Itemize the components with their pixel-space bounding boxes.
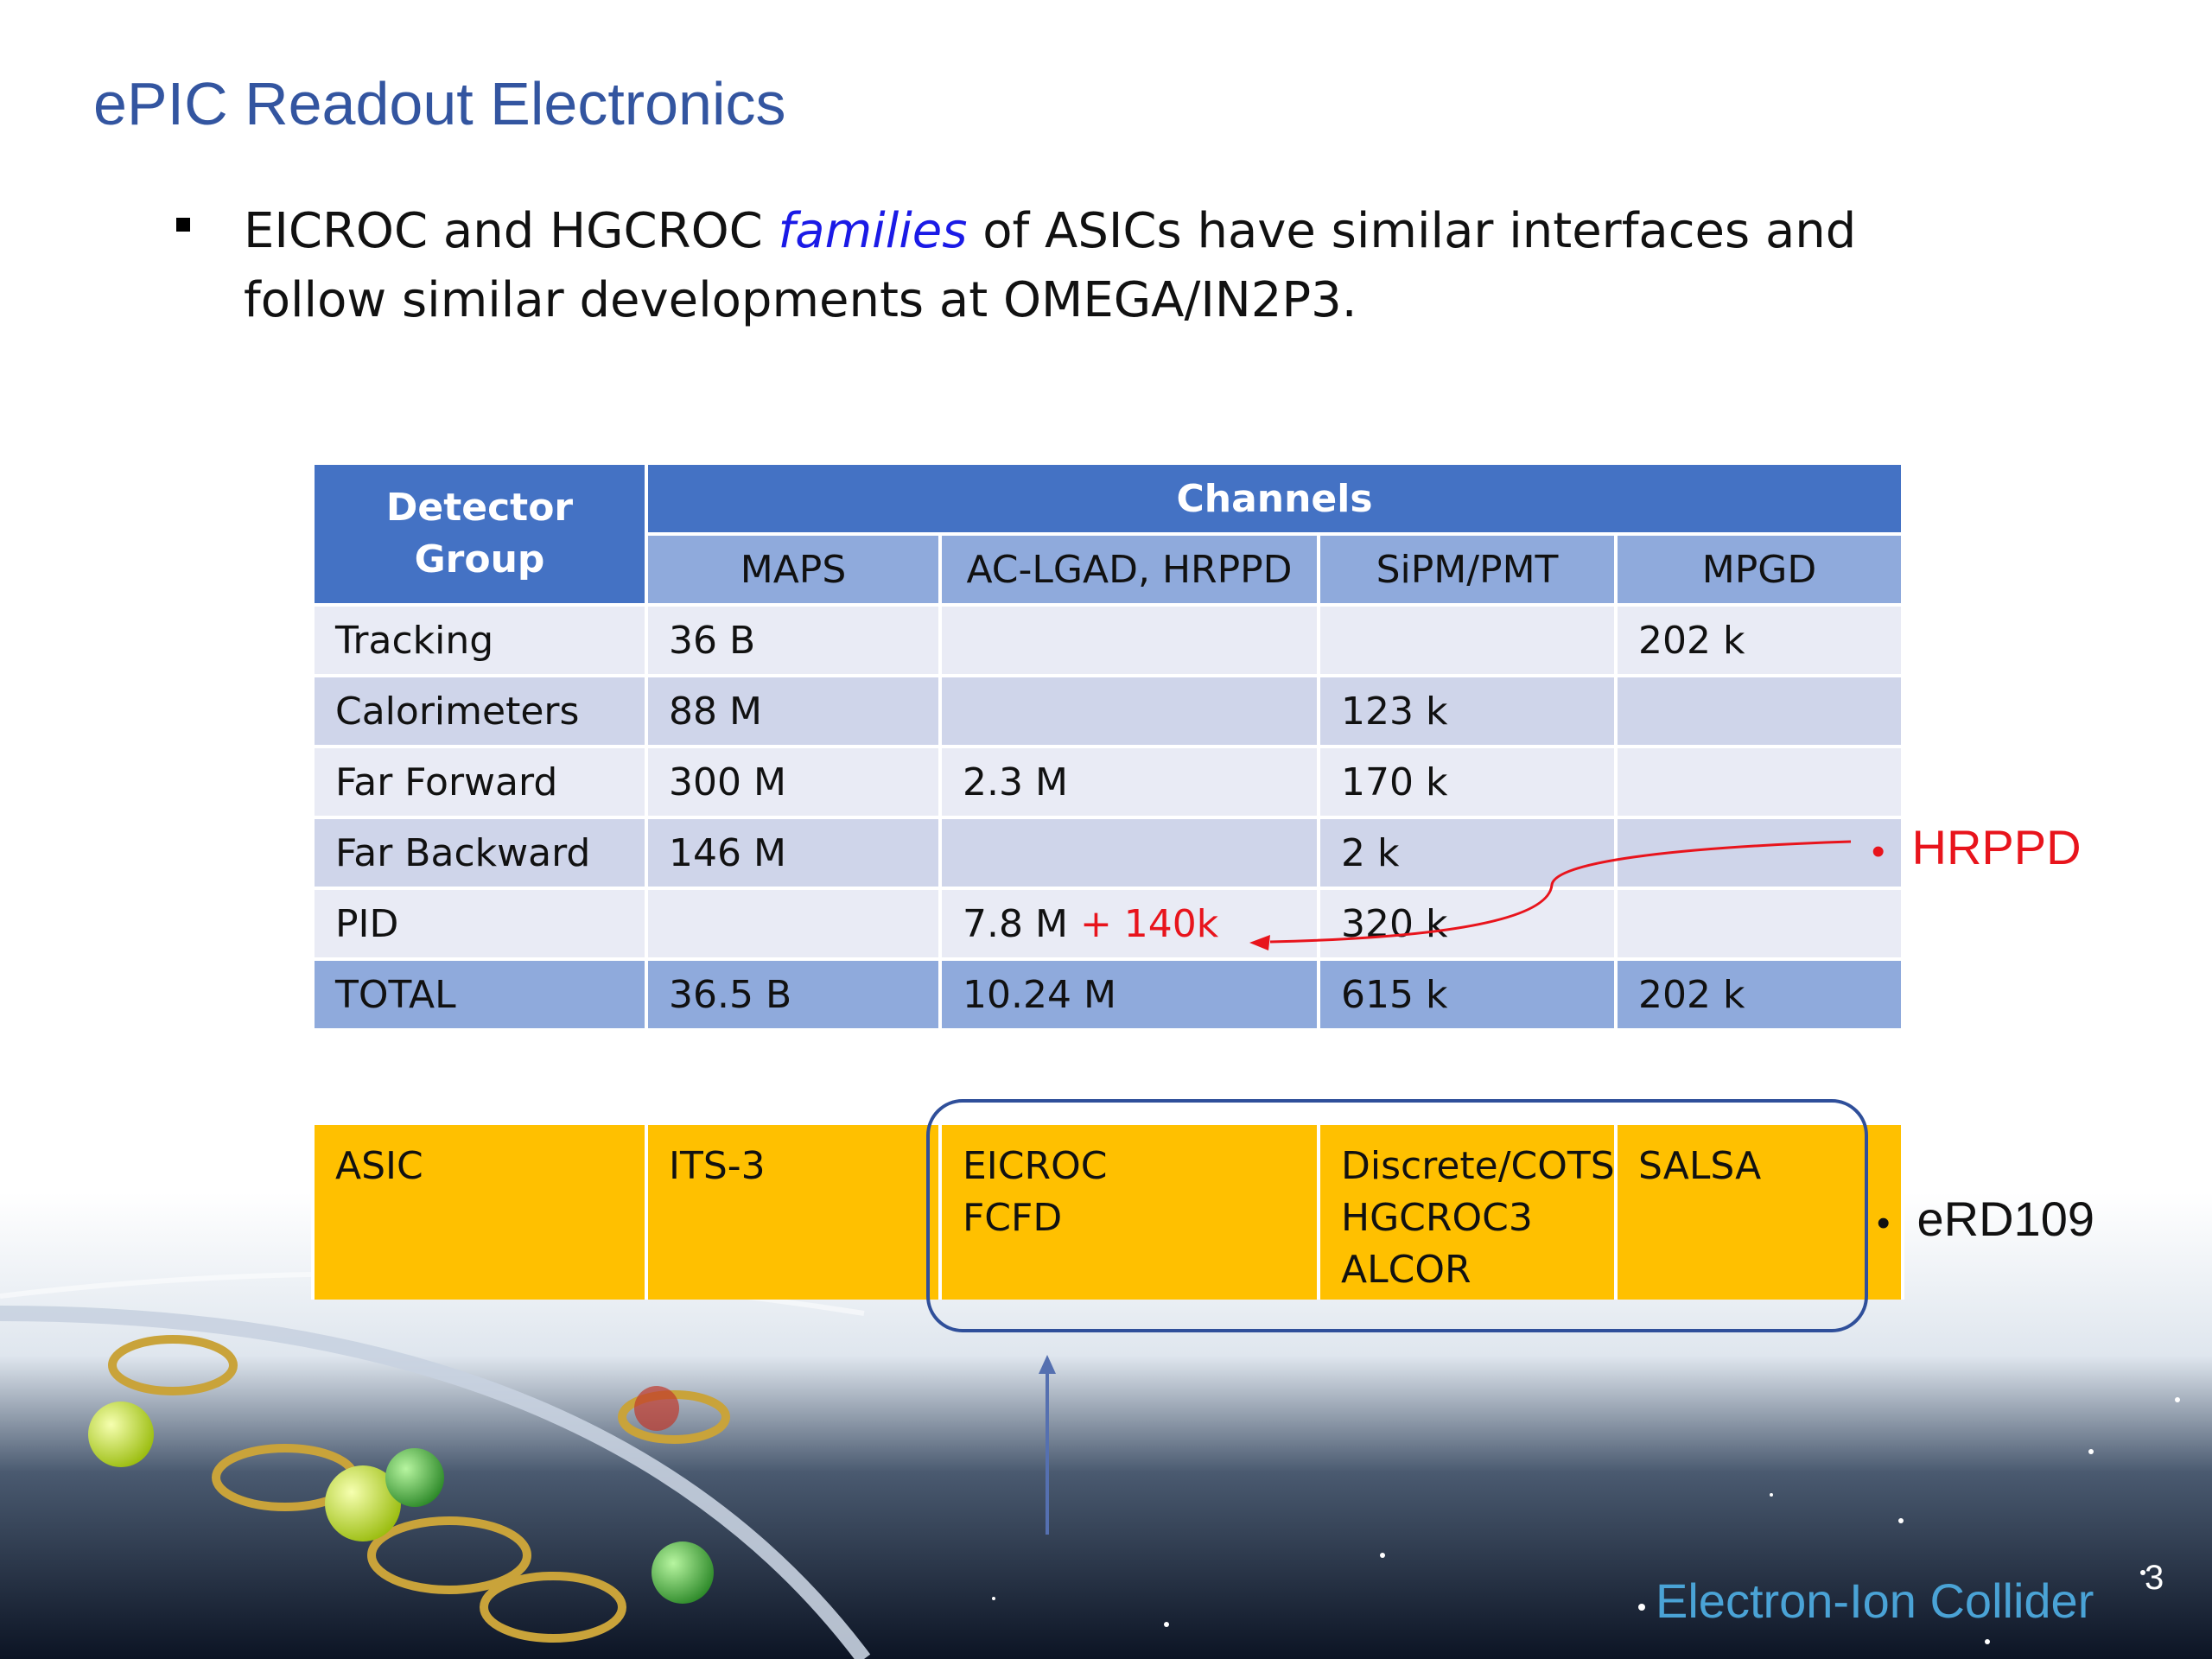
- asic-table: ASIC ITS-3 EICROC FCFD Discrete/COTS HGC…: [311, 1125, 1904, 1300]
- particle-icon: [652, 1541, 714, 1604]
- cell-aclgad: [938, 816, 1320, 890]
- hrppd-bullet: •: [1872, 830, 1885, 873]
- particle-icon: [634, 1386, 679, 1431]
- total-mpgd: 202 k: [1613, 957, 1905, 1032]
- row-group: Tracking: [311, 603, 648, 677]
- column-header-maps: MAPS: [645, 532, 942, 607]
- cell-mpgd: 202 k: [1613, 603, 1905, 677]
- total-row: TOTAL 36.5 B 10.24 M 615 k 202 k: [311, 957, 1905, 1032]
- total-aclgad: 10.24 M: [938, 957, 1320, 1032]
- cell-mpgd: [1613, 674, 1905, 748]
- asic-mpgd-line: SALSA: [1638, 1144, 1762, 1188]
- brand-logo-text: Electron-Ion Collider: [1656, 1573, 2094, 1628]
- cell-mpgd: [1613, 887, 1905, 961]
- cell-sipm: [1317, 603, 1618, 677]
- cell-maps: 88 M: [645, 674, 942, 748]
- channels-table: Detector Group Channels MAPS AC-LGAD, HR…: [311, 461, 1905, 1032]
- total-label: TOTAL: [311, 957, 648, 1032]
- hrppd-label: HRPPD: [1911, 820, 2082, 874]
- asic-sipm-line: HGCROC3: [1341, 1196, 1533, 1240]
- cell-maps: 146 M: [645, 816, 942, 890]
- cell-aclgad-extra: + 140k: [1079, 901, 1219, 946]
- hrppd-callout: • HRPPD: [1872, 819, 2082, 875]
- cell-maps: 36 B: [645, 603, 942, 677]
- table-row: PID 7.8 M + 140k 320 k: [311, 887, 1905, 961]
- erd-label: eRD109: [1916, 1192, 2094, 1246]
- cell-aclgad-value: 7.8 M: [963, 901, 1068, 946]
- asic-row: ASIC ITS-3 EICROC FCFD Discrete/COTS HGC…: [311, 1125, 1904, 1300]
- cell-sipm: 170 k: [1317, 745, 1618, 819]
- cell-mpgd: [1613, 816, 1905, 890]
- cell-maps: [645, 887, 942, 961]
- table-row: Tracking 36 B 202 k: [311, 603, 1905, 677]
- row-group: PID: [311, 887, 648, 961]
- up-arrow-icon: [1039, 1355, 1056, 1374]
- column-header-sipm: SiPM/PMT: [1317, 532, 1618, 607]
- bullet-emphasis: families: [778, 203, 968, 259]
- asic-sipm: Discrete/COTS HGCROC3 ALCOR: [1317, 1125, 1618, 1300]
- asic-label-text: ASIC: [335, 1144, 423, 1188]
- column-header-mpgd: MPGD: [1613, 532, 1905, 607]
- cell-mpgd: [1613, 745, 1905, 819]
- table-row: Far Backward 146 M 2 k: [311, 816, 1905, 890]
- erd-bullet: •: [1877, 1202, 1891, 1244]
- asic-maps-line: ITS-3: [669, 1144, 766, 1188]
- cell-sipm: 123 k: [1317, 674, 1618, 748]
- hrppd-connector: [1269, 840, 1852, 944]
- cell-aclgad: 7.8 M + 140k: [938, 887, 1320, 961]
- slide-title: ePIC Readout Electronics: [93, 70, 786, 137]
- asic-maps: ITS-3: [645, 1125, 942, 1300]
- cell-sipm: 2 k: [1317, 816, 1618, 890]
- asic-label: ASIC: [311, 1125, 648, 1300]
- cell-aclgad: [938, 603, 1320, 677]
- asic-mpgd: SALSA: [1614, 1125, 1904, 1300]
- asic-aclgad-line: EICROC: [963, 1144, 1108, 1188]
- row-group: Calorimeters: [311, 674, 648, 748]
- total-maps: 36.5 B: [645, 957, 942, 1032]
- bullet-text-after: of ASICs have similar interfaces and fol…: [244, 203, 1857, 328]
- asic-aclgad: EICROC FCFD: [938, 1125, 1320, 1300]
- family-highlight-box: [926, 1099, 1868, 1332]
- row-group: Far Forward: [311, 745, 648, 819]
- bullet-text-before: EICROC and HGCROC: [244, 203, 779, 259]
- bullet-text: EICROC and HGCROC families of ASICs have…: [244, 197, 1989, 335]
- cell-aclgad: [938, 674, 1320, 748]
- asic-aclgad-line: FCFD: [963, 1196, 1063, 1240]
- total-sipm: 615 k: [1317, 957, 1618, 1032]
- particle-icon: [385, 1448, 444, 1507]
- asic-sipm-line: Discrete/COTS: [1341, 1144, 1615, 1188]
- left-arrow-icon: [1249, 935, 1270, 950]
- cell-aclgad: 2.3 M: [938, 745, 1320, 819]
- page-number: 3: [2145, 1559, 2164, 1597]
- asic-sipm-line: ALCOR: [1341, 1248, 1471, 1292]
- table-row: Calorimeters 88 M 123 k: [311, 674, 1905, 748]
- header-detector-group: Detector Group: [311, 461, 648, 607]
- table-row: Far Forward 300 M 2.3 M 170 k: [311, 745, 1905, 819]
- row-group: Far Backward: [311, 816, 648, 890]
- particle-icon: [88, 1402, 154, 1467]
- column-header-aclgad: AC-LGAD, HRPPD: [938, 532, 1320, 607]
- header-channels: Channels: [644, 461, 1905, 536]
- erd-callout: • eRD109: [1877, 1191, 2094, 1247]
- particle-icon: [325, 1465, 401, 1541]
- cell-maps: 300 M: [645, 745, 942, 819]
- bullet-marker: [176, 218, 190, 232]
